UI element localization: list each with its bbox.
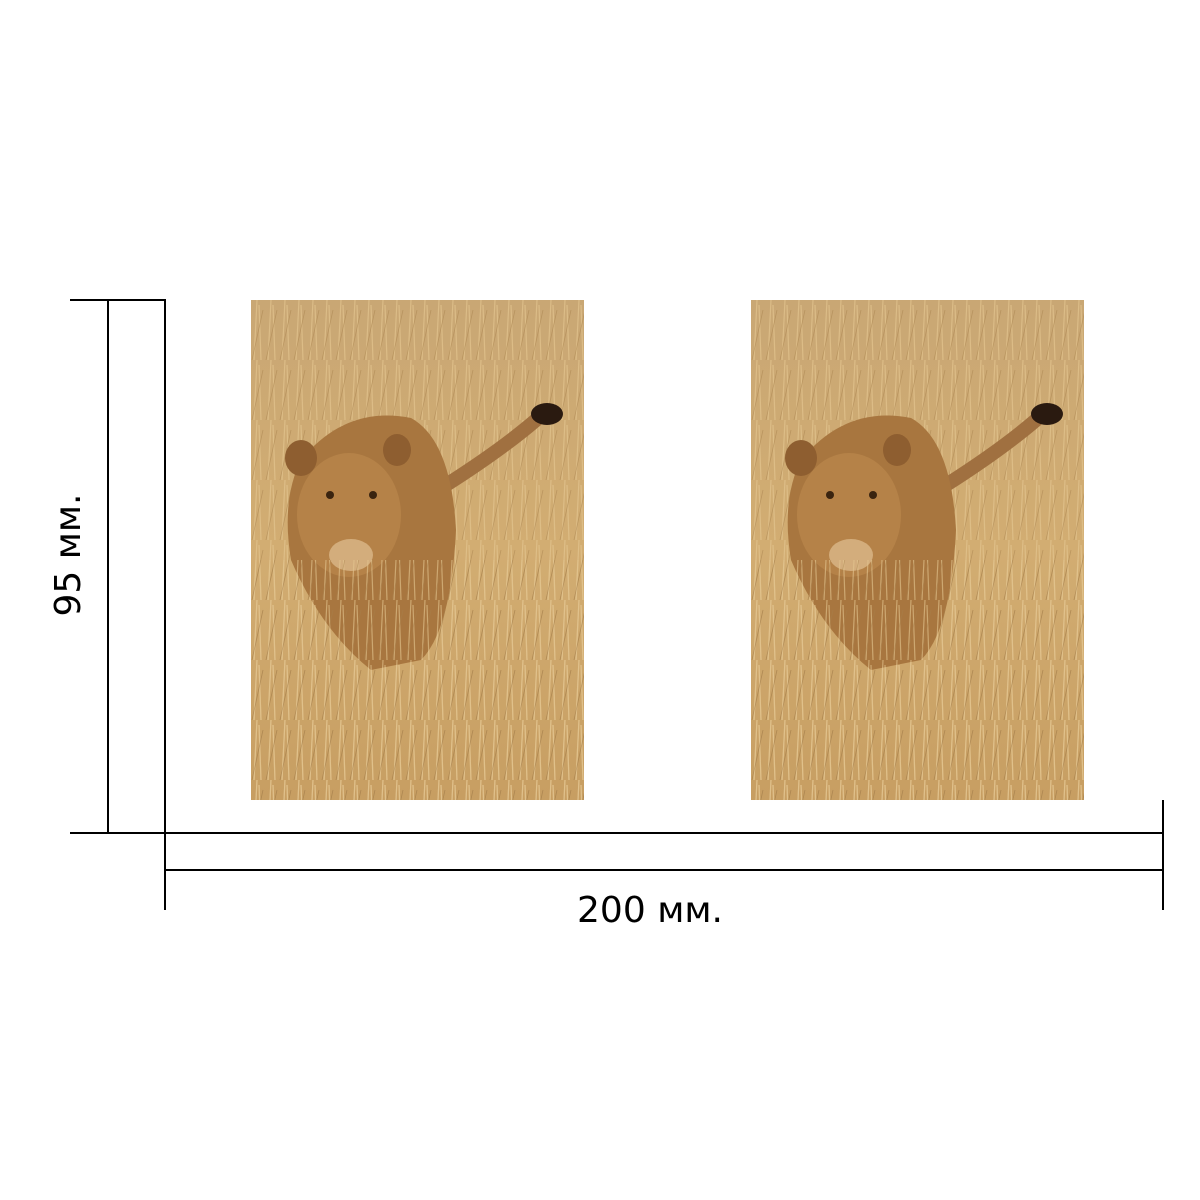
height-dimension: 95 мм. [48,299,166,834]
width-label: 200 мм. [577,890,723,931]
height-label: 95 мм. [48,493,89,616]
product-image [251,300,584,800]
width-dimension: 200 мм. [164,800,1164,931]
product-image [751,300,1084,800]
